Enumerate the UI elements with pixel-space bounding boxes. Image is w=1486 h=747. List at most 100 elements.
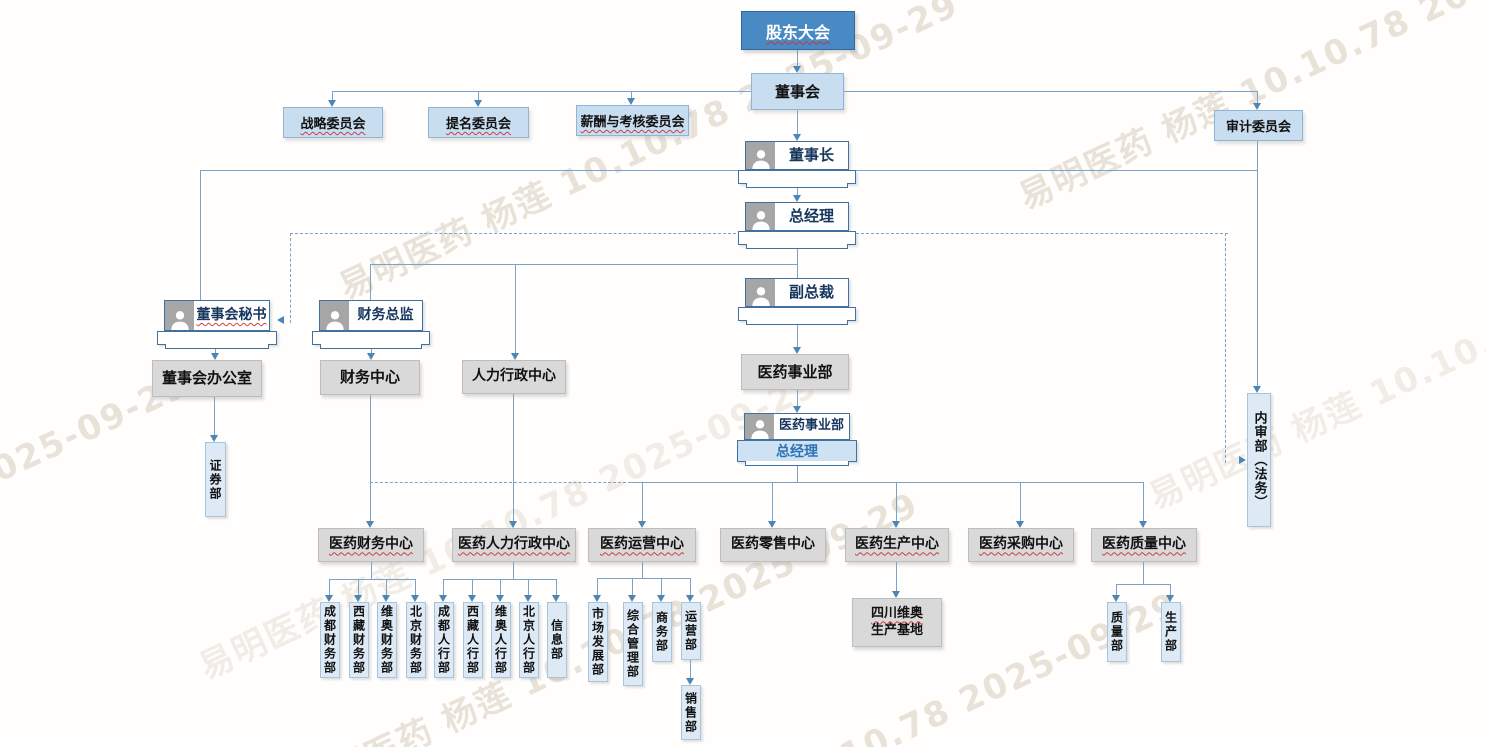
node-label: 董事会 xyxy=(774,83,820,101)
arrow-down-icon xyxy=(638,521,646,528)
connector xyxy=(478,91,479,101)
node-label: 北京财务部 xyxy=(408,605,423,675)
person-icon xyxy=(746,279,775,306)
node-label: 西藏人行部 xyxy=(465,605,480,675)
connector xyxy=(632,578,633,595)
connector-dashed xyxy=(290,233,291,323)
node-strategy-committee: 战略委员会 xyxy=(283,107,383,138)
connector xyxy=(472,579,473,595)
exec-pedestal: 总经理 xyxy=(737,440,857,466)
node-label: 董事会秘书 xyxy=(196,306,267,323)
connector xyxy=(370,393,371,521)
connector xyxy=(215,348,216,354)
watermark-text: 易明医药 杨莲 10.10.78 2025-09-29 xyxy=(333,0,966,308)
connector xyxy=(513,561,514,579)
connector xyxy=(797,458,798,482)
connector xyxy=(1116,584,1170,585)
node-beijing-hr-dept: 北京人行部 xyxy=(519,602,539,678)
node-label: 审计委员会 xyxy=(1225,120,1291,135)
arrow-down-icon xyxy=(793,195,801,202)
connector xyxy=(370,264,797,265)
node-label: 生产部 xyxy=(1163,611,1178,653)
exec-card: 副总裁 xyxy=(745,278,849,307)
node-cfo: 财务总监 xyxy=(312,300,430,349)
arrow-down-icon xyxy=(496,595,504,602)
arrow-down-icon xyxy=(1139,521,1147,528)
node-board-secretary: 董事会秘书 xyxy=(157,300,277,349)
arrow-down-icon xyxy=(686,595,694,602)
arrow-down-icon xyxy=(511,353,519,360)
connector xyxy=(1257,91,1258,103)
node-pharma-division-gm: 医药事业部 总经理 xyxy=(737,413,857,466)
connector xyxy=(1020,482,1021,521)
arrow-down-icon xyxy=(468,595,476,602)
connector xyxy=(1143,482,1144,521)
node-production-dept: 生产部 xyxy=(1161,602,1181,662)
node-label: 商务部 xyxy=(654,611,669,653)
node-label: 总经理 xyxy=(788,207,834,226)
arrow-down-icon xyxy=(474,100,482,107)
exec-card: 财务总监 xyxy=(319,300,423,331)
exec-card: 总经理 xyxy=(745,202,849,231)
node-label: 董事长 xyxy=(788,146,834,165)
node-label: 董事会办公室 xyxy=(161,369,252,388)
exec-card: 董事会秘书 xyxy=(164,300,270,331)
exec-pedestal xyxy=(738,231,856,249)
exec-pedestal xyxy=(157,331,277,349)
exec-pedestal xyxy=(312,331,430,349)
connector xyxy=(797,49,798,66)
node-label: 证券部 xyxy=(208,458,222,501)
arrow-down-icon xyxy=(328,100,336,107)
node-label: 战略委员会 xyxy=(300,117,366,132)
connector xyxy=(214,396,215,435)
node-quality-dept: 质量部 xyxy=(1107,602,1127,662)
node-general-manager: 总经理 xyxy=(738,202,856,249)
node-label: 副总裁 xyxy=(788,283,834,302)
arrow-down-icon xyxy=(366,521,374,528)
arrow-down-icon xyxy=(793,347,801,354)
node-label: 提名委员会 xyxy=(445,117,511,132)
connector xyxy=(631,91,632,99)
connector xyxy=(661,578,662,595)
connector xyxy=(443,579,444,595)
connector xyxy=(797,109,798,134)
node-securities-dept: 证券部 xyxy=(205,442,226,517)
node-pharma-production-center: 医药生产中心 xyxy=(845,528,949,562)
node-label: 人力行政中心 xyxy=(472,368,556,385)
node-nomination-committee: 提名委员会 xyxy=(428,107,529,138)
connector xyxy=(896,482,897,521)
node-pharma-quality-center: 医药质量中心 xyxy=(1091,528,1197,562)
arrow-down-icon xyxy=(892,591,900,598)
node-label: 医药采购中心 xyxy=(979,536,1063,553)
connector xyxy=(332,91,333,101)
arrow-down-icon xyxy=(627,98,635,105)
arrow-down-icon xyxy=(892,521,900,528)
arrow-down-icon xyxy=(367,353,375,360)
connector xyxy=(797,389,798,406)
node-label: 医药生产中心 xyxy=(855,536,939,553)
node-vice-president: 副总裁 xyxy=(738,278,856,325)
connector-dashed xyxy=(290,233,741,234)
node-label: 运营部 xyxy=(683,610,698,652)
watermark-text: 易明医药 杨莲 10.10.78 2025-09-29 xyxy=(0,364,196,688)
connector xyxy=(371,348,372,354)
node-label-line2: 生产基地 xyxy=(870,622,923,638)
connector xyxy=(415,579,416,595)
node-label: 西藏财务部 xyxy=(351,605,366,675)
connector xyxy=(513,392,514,521)
arrow-down-icon xyxy=(686,678,694,685)
node-tibet-hr-dept: 西藏人行部 xyxy=(463,602,483,678)
node-label: 医药事业部 xyxy=(757,362,833,381)
node-label: 成都人行部 xyxy=(436,605,451,675)
connector xyxy=(443,579,556,580)
arrow-down-icon xyxy=(325,595,333,602)
exec-pedestal xyxy=(738,170,856,188)
arrow-down-icon xyxy=(1253,103,1261,110)
connector xyxy=(1170,584,1171,595)
connector xyxy=(515,264,516,353)
node-tibet-finance-dept: 西藏财务部 xyxy=(349,602,369,678)
arrow-down-icon xyxy=(524,595,532,602)
node-label: 医药质量中心 xyxy=(1102,536,1186,553)
node-pharma-division: 医药事业部 xyxy=(741,354,849,390)
arrow-down-icon xyxy=(768,521,776,528)
